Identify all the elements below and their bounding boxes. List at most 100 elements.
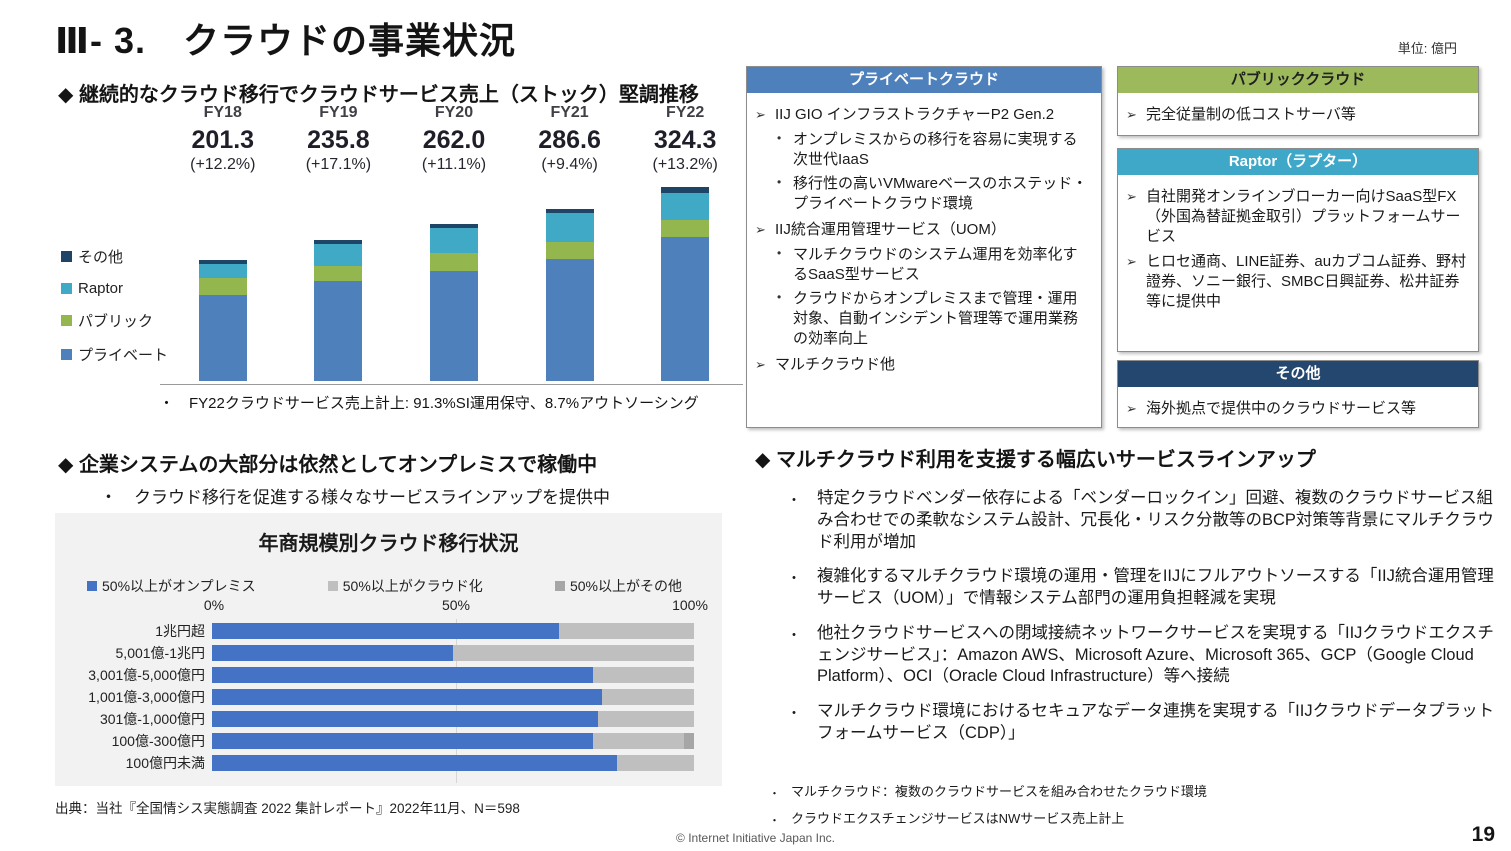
bar-segment-public [545, 241, 594, 260]
revenue-total-label: 286.6 [538, 126, 601, 154]
bullet-marker: ・ [787, 705, 801, 722]
legend-item: 50%以上がその他 [554, 576, 682, 596]
public-cloud-box-body: ➢ 完全従量制の低コストサーバ等 [1118, 93, 1478, 134]
bullet-text: 特定クラウドベンダー依存による「ベンダーロックイン」回避、複数のクラウドサービス… [817, 489, 1494, 551]
legend-label: パブリック [78, 313, 154, 330]
legend-label: 50%以上がクラウド化 [342, 578, 483, 594]
footnote-item: ・クラウドエクスチェンジサービスはNWサービス売上計上 [763, 810, 1207, 828]
bar-segment-cloud [616, 755, 694, 771]
onprem-section-subbullet: ・ クラウド移行を促進する様々なサービスラインアップを提供中 [100, 488, 610, 507]
bar-segment-raptor [198, 263, 247, 278]
bullet-marker: ・ [769, 788, 780, 800]
bullet-marker: ➢ [755, 221, 766, 237]
revenue-stacked-bar [545, 209, 594, 381]
revenue-bar-area [661, 181, 710, 381]
migration-row-label: 1,001億-3,000億円 [88, 689, 205, 705]
migration-row: 5,001億-1兆円 [60, 645, 694, 661]
migration-bar [212, 689, 694, 705]
legend-swatch [554, 581, 565, 591]
revenue-stacked-bar [661, 186, 710, 381]
unit-label: 単位: 億円 [1397, 41, 1457, 56]
bullet-text: 他社クラウドサービスへの閉域接続ネットワークサービスを実現する「IIJクラウドエ… [817, 623, 1494, 686]
migration-chart-panel: 年商規模別クラウド移行状況 50%以上がオンプレミス 50%以上がクラウド化 50%… [55, 513, 722, 786]
legend-swatch [61, 315, 72, 326]
box-item: ➢ マルチクラウド他 [755, 355, 1091, 375]
legend-label: 50%以上がその他 [569, 578, 682, 594]
other-box-body: ➢ 海外拠点で提供中のクラウドサービス等 [1118, 387, 1478, 428]
box-item: ➢ IIJ統合運用管理サービス（UOM） [755, 220, 1091, 240]
bar-segment-cloud [597, 711, 694, 727]
bar-segment-public [198, 277, 247, 295]
legend-swatch [61, 283, 72, 294]
legend-label: プライベート [78, 347, 169, 364]
box-item: ➢ 海外拠点で提供中のクラウドサービス等 [1126, 399, 1468, 419]
legend-label: その他 [78, 249, 124, 266]
bar-segment-other [198, 260, 247, 264]
onprem-section-heading: ◆ 企業システムの大部分は依然としてオンプレミスで稼働中 [58, 454, 598, 476]
migration-row-label: 100億-300億円 [111, 733, 205, 749]
bar-segment-raptor [314, 243, 363, 266]
footnote-text: マルチクラウド：複数のクラウドサービスを組み合わせたクラウド環境 [791, 784, 1208, 799]
migration-row-label: 3,001億-5,000億円 [88, 667, 205, 683]
source-note: 出典：当社『全国情シス実態調査 2022 集計レポート』2022年11月、N＝5… [55, 801, 520, 816]
bullet-marker: ➢ [755, 107, 766, 122]
bullet-marker: • [777, 290, 782, 305]
migration-row: 3,001億-5,000億円 [60, 667, 694, 683]
multicloud-bullets: ・特定クラウドベンダー依存による「ベンダーロックイン」回避、複数のクラウドサービ… [755, 488, 1503, 745]
bar-segment-private [314, 281, 363, 381]
revenue-chart: その他 Raptor パブリック プライベート FY18 201.3 (+12.2%) FY… [55, 104, 743, 424]
bar-segment-private [198, 294, 247, 381]
revenue-chart-column: FY22 324.3 (+13.2%) [627, 104, 743, 381]
revenue-bar-area [198, 181, 247, 381]
bullet-marker: ・ [769, 815, 780, 827]
bar-segment-other [545, 209, 594, 214]
bar-segment-private [661, 237, 710, 381]
bar-segment-others [684, 733, 694, 749]
legend-swatch [327, 581, 338, 591]
bar-segment-other [661, 186, 710, 193]
multicloud-section-heading: ◆ マルチクラウド利用を支援する幅広いサービスラインアップ [755, 449, 1316, 471]
revenue-stacked-bar [429, 223, 478, 381]
page-number: 19 [1471, 823, 1495, 846]
box-item-text: IIJ統合運用管理サービス（UOM） [775, 220, 1006, 238]
raptor-box-body: ➢ 自社開発オンラインブローカー向けSaaS型FX（外国為替証拠金取引）プラットフ… [1118, 175, 1478, 321]
bar-segment-raptor [661, 192, 710, 220]
bullet-marker: • [777, 130, 782, 145]
bar-segment-onprem [212, 623, 560, 639]
bullet-text: 複雑化するマルチクラウド環境の運用・管理をIIJにフルアウトソースする「IIJ統… [817, 567, 1494, 608]
migration-bar [212, 667, 694, 683]
revenue-total-label: 235.8 [307, 126, 370, 154]
bullet-marker: ・ [787, 492, 801, 508]
legend-label: 50%以上がオンプレミス [102, 578, 256, 594]
bar-segment-raptor [429, 227, 478, 254]
box-item-text: IIJ GIO インフラストラクチャーP2 Gen.2 [775, 106, 1055, 123]
public-cloud-box: パブリッククラウド ➢ 完全従量制の低コストサーバ等 [1117, 66, 1479, 136]
revenue-total-label: 201.3 [191, 126, 255, 154]
revenue-chart-footnote: ・ FY22クラウドサービス売上計上: 91.3%SI運用保守、8.7%アウトソ… [159, 395, 699, 412]
raptor-box-header: Raptor（ラプター） [1118, 149, 1478, 175]
migration-bar [212, 755, 694, 771]
legend-swatch [61, 349, 72, 360]
legend-swatch [87, 581, 97, 591]
migration-row: 100億-300億円 [60, 733, 694, 749]
bullet-marker: ➢ [1126, 401, 1137, 416]
bullet-marker: ➢ [1126, 189, 1137, 204]
bar-segment-onprem [212, 645, 453, 661]
box-item-text: 完全従量制の低コストサーバ等 [1146, 106, 1356, 123]
revenue-total-label: 324.3 [653, 126, 717, 154]
migration-row: 301億-1,000億円 [60, 711, 694, 727]
multicloud-section: ◆ マルチクラウド利用を支援する幅広いサービスラインアップ ・特定クラウドベンダ… [755, 443, 1503, 758]
bullet-marker: ・ [787, 570, 801, 587]
fiscal-year-label: FY19 [319, 104, 358, 121]
legend-item: その他 [61, 246, 168, 267]
box-item: • オンプレミスからの移行を容易に実現する次世代IaaS [777, 130, 1091, 170]
box-item-text: ヒロセ通商、LINE証券、auカブコム証券、野村證券、ソニー銀行、SMBC日興証… [1146, 253, 1467, 310]
other-box: その他 ➢ 海外拠点で提供中のクラウドサービス等 [1117, 360, 1479, 428]
bar-segment-onprem [212, 755, 617, 771]
box-item: ➢ IIJ GIO インフラストラクチャーP2 Gen.2 [755, 105, 1091, 125]
migration-row-label: 301億-1,000億円 [99, 711, 205, 727]
bar-segment-public [314, 265, 363, 281]
private-cloud-box: プライベートクラウド ➢ IIJ GIO インフラストラクチャーP2 Gen.2 •… [746, 66, 1102, 428]
bullet-item: ・マルチクラウド環境におけるセキュアなデータ連携を実現する「IIJクラウドデータ… [781, 701, 1503, 745]
legend-label: Raptor [78, 280, 124, 297]
